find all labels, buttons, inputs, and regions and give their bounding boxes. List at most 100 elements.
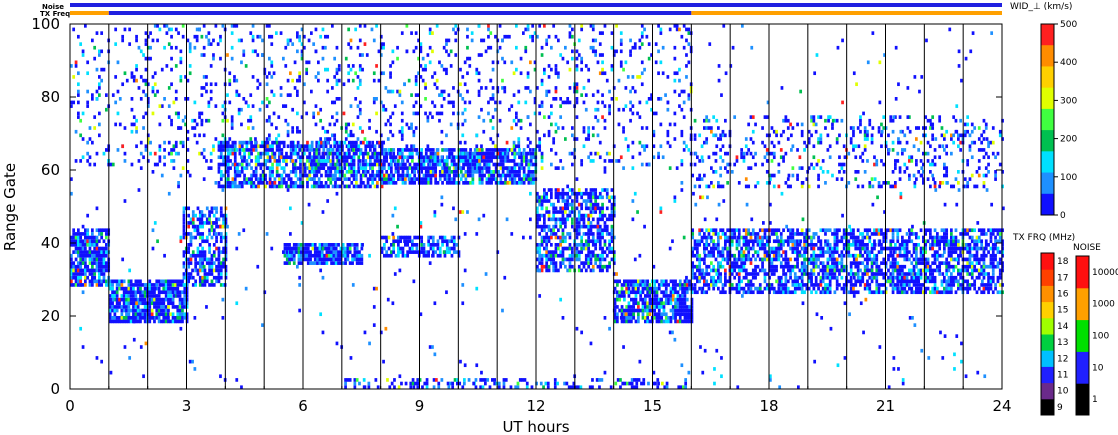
echo-cell bbox=[369, 155, 372, 160]
echo-cell bbox=[457, 250, 461, 254]
echo-cell bbox=[710, 181, 713, 185]
echo-cell bbox=[905, 246, 909, 251]
echo-cell bbox=[945, 264, 949, 269]
echo-cell bbox=[224, 148, 228, 152]
echo-cell bbox=[217, 264, 221, 269]
echo-cell bbox=[803, 232, 806, 236]
echo-cell bbox=[427, 166, 431, 170]
echo-cell bbox=[737, 250, 741, 254]
echo-cell bbox=[575, 250, 579, 254]
echo-cell bbox=[348, 166, 351, 170]
echo-cell bbox=[394, 166, 398, 170]
echo-cell bbox=[511, 177, 514, 181]
echo-cell bbox=[754, 235, 757, 240]
echo-cell bbox=[924, 243, 928, 247]
echo-cell bbox=[632, 290, 636, 295]
echo-cell bbox=[634, 308, 638, 313]
echo-cell bbox=[749, 261, 753, 265]
echo-cell bbox=[580, 202, 584, 207]
echo-cell bbox=[587, 253, 591, 258]
echo-cell bbox=[589, 224, 593, 229]
echo-cell bbox=[373, 184, 377, 189]
echo-cell bbox=[835, 239, 839, 244]
echo-cell bbox=[831, 173, 834, 178]
echo-cell bbox=[120, 297, 124, 302]
echo-cell bbox=[238, 170, 242, 174]
echo-cell bbox=[989, 275, 993, 280]
echo-cell bbox=[226, 151, 230, 156]
echo-cell bbox=[1001, 283, 1004, 287]
echo-cell bbox=[86, 243, 90, 247]
echo-cell bbox=[431, 239, 435, 244]
echo-cell bbox=[807, 166, 811, 170]
echo-cell bbox=[678, 297, 682, 302]
echo-cell bbox=[455, 243, 458, 247]
echo-cell bbox=[966, 272, 970, 276]
echo-cell bbox=[457, 253, 461, 258]
echo-cell bbox=[452, 159, 456, 163]
echo-cell bbox=[404, 243, 407, 247]
echo-cell bbox=[129, 316, 133, 320]
echo-cell bbox=[344, 261, 347, 265]
echo-cell bbox=[924, 257, 928, 262]
echo-cell bbox=[852, 126, 855, 130]
echo-cell bbox=[821, 286, 825, 291]
echo-cell bbox=[812, 243, 816, 247]
echo-cell bbox=[397, 246, 400, 251]
echo-cell bbox=[466, 181, 470, 185]
echo-cell bbox=[351, 261, 354, 265]
echo-cell bbox=[320, 166, 323, 170]
echo-cell bbox=[424, 250, 428, 254]
echo-cell bbox=[945, 286, 949, 291]
echo-cell bbox=[334, 253, 338, 258]
echo-cell bbox=[791, 243, 795, 247]
echo-cell bbox=[973, 228, 977, 233]
echo-cell bbox=[807, 272, 811, 276]
echo-cell bbox=[796, 232, 799, 236]
echo-cell bbox=[98, 279, 101, 284]
echo-cell bbox=[98, 272, 101, 276]
echo-cell bbox=[252, 173, 256, 178]
echo-cell bbox=[448, 181, 451, 185]
echo-cell bbox=[187, 213, 191, 218]
echo-cell bbox=[469, 155, 472, 160]
echo-cell bbox=[93, 250, 97, 254]
echo-cell bbox=[982, 257, 986, 262]
echo-cell bbox=[714, 232, 718, 236]
echo-cell bbox=[768, 246, 771, 251]
echo-cell bbox=[324, 144, 328, 149]
echo-band-2 bbox=[182, 206, 228, 287]
echo-cell bbox=[559, 191, 563, 196]
echo-cell bbox=[308, 177, 312, 181]
echo-cell bbox=[603, 228, 607, 233]
echo-cell bbox=[226, 148, 230, 152]
echo-cell bbox=[353, 250, 357, 254]
echo-cell bbox=[550, 250, 553, 254]
echo-cell bbox=[406, 173, 410, 178]
echo-cell bbox=[770, 151, 774, 156]
echo-cell bbox=[833, 272, 837, 276]
echo-cell bbox=[450, 170, 454, 174]
echo-cell bbox=[194, 283, 198, 287]
echo-cell bbox=[95, 239, 99, 244]
echo-cell bbox=[91, 232, 94, 236]
echo-cell bbox=[108, 316, 112, 320]
echo-cell bbox=[219, 162, 223, 167]
echo-cell bbox=[833, 290, 837, 295]
echo-cell bbox=[212, 268, 216, 273]
echo-cell bbox=[289, 177, 293, 181]
echo-cell bbox=[800, 275, 804, 280]
echo-cell bbox=[429, 166, 433, 170]
echo-cell bbox=[122, 319, 126, 324]
echo-cell bbox=[933, 261, 937, 265]
echo-cell bbox=[601, 257, 604, 262]
echo-cell bbox=[299, 250, 303, 254]
echo-cell bbox=[127, 279, 131, 284]
echo-cell bbox=[966, 279, 970, 284]
echo-cell bbox=[557, 253, 560, 258]
echo-cell bbox=[427, 148, 431, 152]
echo-cell bbox=[761, 228, 764, 233]
echo-cell bbox=[707, 243, 711, 247]
echo-cell bbox=[148, 305, 152, 309]
echo-cell bbox=[803, 246, 806, 251]
